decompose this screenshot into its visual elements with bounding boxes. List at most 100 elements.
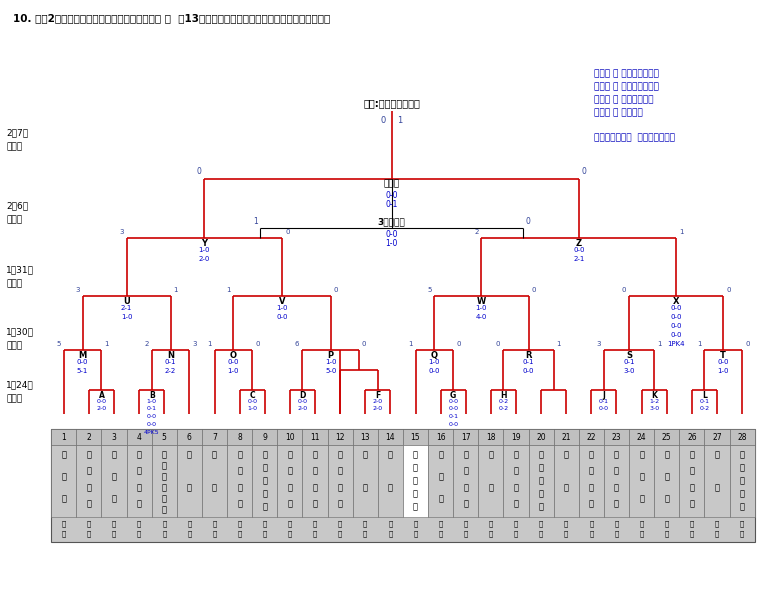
Text: 0-0: 0-0 [385, 230, 398, 240]
Text: 校: 校 [338, 530, 342, 537]
Text: 1: 1 [104, 341, 109, 347]
Text: 誠: 誠 [137, 467, 141, 476]
Text: 陵: 陵 [463, 499, 468, 509]
Bar [704, 429, 730, 445]
Text: や: や [162, 472, 167, 481]
Text: 1-0: 1-0 [227, 368, 239, 374]
Text: N: N [167, 350, 174, 360]
Text: 9: 9 [262, 433, 267, 442]
Text: 一: 一 [87, 483, 91, 492]
Text: 高: 高 [715, 520, 719, 527]
Text: 0: 0 [532, 287, 536, 293]
Text: 校: 校 [514, 530, 518, 537]
Text: 高: 高 [615, 520, 618, 527]
Text: 校: 校 [489, 530, 493, 537]
Text: 1-0: 1-0 [325, 359, 336, 365]
Text: 0: 0 [196, 167, 201, 176]
Text: 1-0: 1-0 [147, 398, 157, 403]
Bar [478, 445, 503, 517]
Text: 岡: 岡 [262, 463, 267, 473]
Text: 校: 校 [464, 530, 468, 537]
Bar [152, 445, 177, 517]
Text: 校: 校 [740, 530, 744, 537]
Bar [51, 429, 77, 445]
Text: 校: 校 [87, 530, 91, 537]
Text: 1月30日: 1月30日 [6, 327, 34, 336]
Text: 0-0: 0-0 [523, 368, 534, 374]
Text: 0: 0 [727, 287, 730, 293]
Bar [403, 429, 428, 445]
Bar [654, 445, 679, 517]
Bar [604, 445, 629, 517]
Text: 高: 高 [539, 520, 543, 527]
Text: 城: 城 [740, 490, 744, 499]
Text: 14: 14 [386, 433, 395, 442]
Text: 岡: 岡 [237, 450, 242, 459]
Bar [679, 445, 704, 517]
Text: 0-0: 0-0 [385, 192, 398, 200]
Text: 7: 7 [212, 433, 217, 442]
Text: D: D [299, 391, 305, 400]
Text: 高: 高 [514, 520, 518, 527]
Text: 校: 校 [313, 530, 317, 537]
Text: 第３位 ： 岡山龍谷高校: 第３位 ： 岡山龍谷高校 [594, 95, 654, 104]
Text: 敷: 敷 [513, 467, 519, 476]
Text: H: H [500, 391, 506, 400]
Text: 敷: 敷 [664, 472, 669, 481]
Text: 高: 高 [288, 520, 292, 527]
Bar [604, 429, 629, 445]
Bar [252, 429, 278, 445]
Text: 1-0: 1-0 [199, 247, 210, 253]
Bar [428, 445, 453, 517]
Text: 1: 1 [61, 433, 66, 442]
Text: 敷: 敷 [740, 463, 744, 473]
Text: 芸: 芸 [413, 490, 418, 499]
Bar [529, 429, 553, 445]
Bar [77, 445, 101, 517]
Text: 0: 0 [334, 287, 339, 293]
Text: T: T [720, 350, 726, 360]
Text: 0-0: 0-0 [247, 398, 257, 403]
Text: 1: 1 [207, 341, 212, 347]
Text: 宮: 宮 [87, 499, 91, 509]
Text: （土）: （土） [6, 341, 22, 350]
Text: 0-0: 0-0 [227, 359, 239, 365]
Text: 山: 山 [639, 472, 644, 481]
Text: 1: 1 [397, 116, 403, 125]
Text: 10. 令和2年度岡山県高等学校サッカー新人大会 兼  第13回中国高等学校サッカー新人大会岡山県予選会: 10. 令和2年度岡山県高等学校サッカー新人大会 兼 第13回中国高等学校サッカ… [13, 13, 331, 23]
Text: 島: 島 [589, 467, 594, 476]
Text: 2-1: 2-1 [573, 256, 584, 262]
Bar [579, 445, 604, 517]
Text: 2: 2 [474, 229, 478, 235]
Bar [579, 429, 604, 445]
Text: 倉: 倉 [714, 450, 720, 459]
Text: 校: 校 [237, 530, 242, 537]
Text: 津: 津 [539, 450, 543, 459]
Bar [403, 445, 428, 517]
Text: 0: 0 [621, 287, 626, 293]
Text: 1: 1 [657, 341, 662, 347]
Text: 関: 関 [564, 450, 569, 459]
Bar [378, 429, 403, 445]
Text: 0: 0 [255, 341, 260, 347]
Text: 水: 水 [589, 450, 594, 459]
Bar [127, 429, 152, 445]
Text: 0-1: 0-1 [599, 398, 609, 403]
Text: 校: 校 [690, 530, 694, 537]
Bar [679, 429, 704, 445]
Text: 高: 高 [237, 520, 242, 527]
Text: L: L [702, 391, 707, 400]
Text: 高: 高 [187, 520, 192, 527]
Text: 0-0: 0-0 [573, 247, 584, 253]
Text: 1-0: 1-0 [475, 305, 487, 311]
Text: 28: 28 [737, 433, 747, 442]
Text: W: W [477, 297, 486, 306]
Bar [730, 429, 754, 445]
Text: 2-1: 2-1 [121, 305, 132, 311]
Text: 光: 光 [614, 483, 619, 492]
Text: 山: 山 [162, 494, 167, 503]
Text: 西: 西 [539, 503, 543, 512]
Text: 校: 校 [589, 530, 594, 537]
Text: 13: 13 [360, 433, 370, 442]
Text: 工: 工 [262, 490, 267, 499]
